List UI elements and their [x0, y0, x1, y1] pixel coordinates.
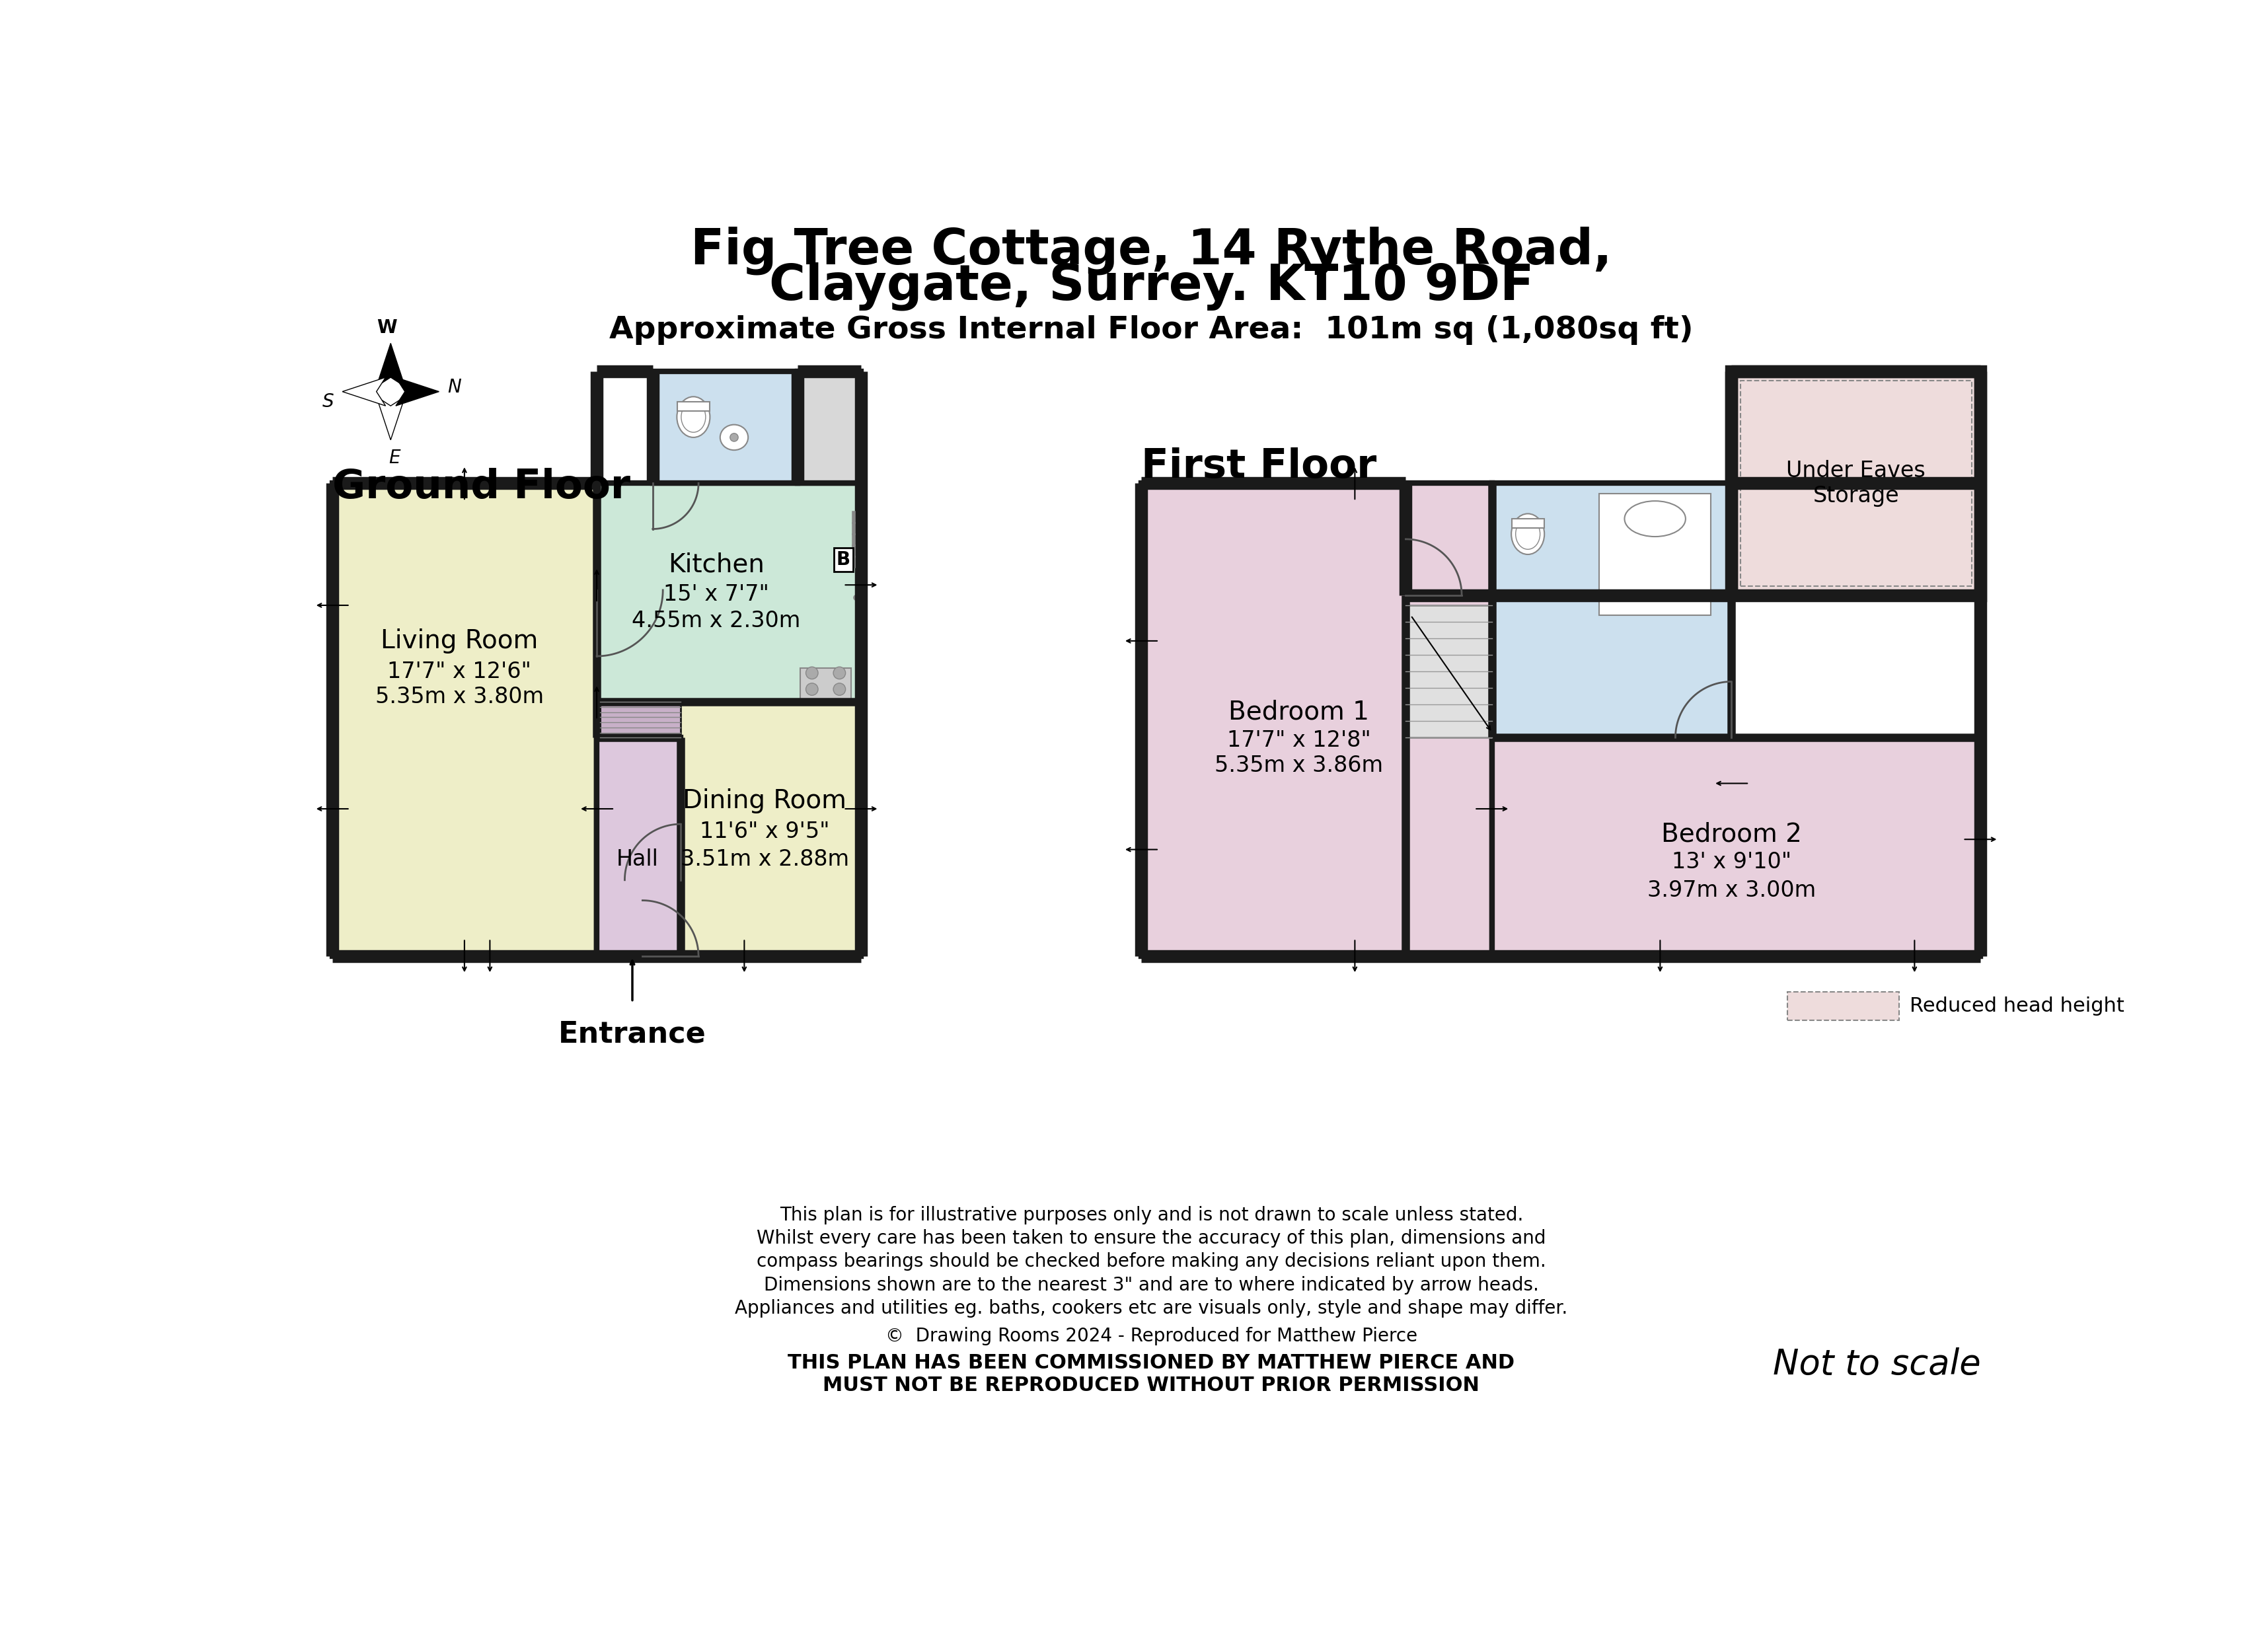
Text: B: B [836, 550, 851, 568]
Text: Dining Room: Dining Room [683, 788, 847, 814]
Bar [1491, 737, 1981, 957]
Text: Living Room: Living Room [380, 628, 539, 654]
Text: 17'7" x 12'8": 17'7" x 12'8" [1226, 729, 1370, 752]
Ellipse shape [721, 425, 748, 449]
Polygon shape [395, 377, 438, 406]
Bar [332, 482, 597, 957]
Text: This plan is for illustrative purposes only and is not drawn to scale unless sta: This plan is for illustrative purposes o… [779, 1206, 1523, 1224]
Bar [1512, 519, 1543, 529]
Ellipse shape [1516, 519, 1541, 550]
Polygon shape [341, 377, 386, 406]
Bar [1141, 482, 1491, 957]
Text: Hall: Hall [615, 849, 658, 871]
Circle shape [853, 595, 860, 601]
Text: 5.35m x 3.86m: 5.35m x 3.86m [1215, 755, 1384, 776]
Text: First Floor: First Floor [1141, 448, 1377, 487]
Bar [797, 372, 860, 482]
Text: Whilst every care has been taken to ensure the accuracy of this plan, dimensions: Whilst every care has been taken to ensu… [757, 1229, 1545, 1247]
Text: 15' x 7'7": 15' x 7'7" [663, 583, 768, 605]
Text: Kitchen: Kitchen [667, 552, 764, 577]
Polygon shape [377, 344, 404, 387]
Bar [597, 737, 681, 957]
Polygon shape [377, 396, 404, 439]
Text: compass bearings should be checked before making any decisions reliant upon them: compass bearings should be checked befor… [757, 1252, 1545, 1270]
Text: Approximate Gross Internal Floor Area:  101m sq (1,080sq ft): Approximate Gross Internal Floor Area: 1… [609, 316, 1693, 345]
Text: 3.51m x 2.88m: 3.51m x 2.88m [681, 849, 849, 871]
Text: Under Eaves
Storage: Under Eaves Storage [1786, 459, 1925, 507]
Text: Dimensions shown are to the nearest 3" and are to where indicated by arrow heads: Dimensions shown are to the nearest 3" a… [764, 1275, 1539, 1295]
Bar [800, 667, 851, 700]
Ellipse shape [681, 401, 705, 433]
Text: S: S [321, 393, 335, 411]
Ellipse shape [1624, 501, 1684, 537]
Ellipse shape [1512, 514, 1545, 555]
Text: Ground Floor: Ground Floor [332, 468, 631, 507]
Text: 13' x 9'10": 13' x 9'10" [1671, 851, 1792, 874]
Text: 3.97m x 3.00m: 3.97m x 3.00m [1646, 879, 1815, 900]
Text: W: W [377, 319, 398, 337]
Bar [600, 702, 681, 737]
Circle shape [833, 667, 844, 679]
Text: 11'6" x 9'5": 11'6" x 9'5" [701, 821, 829, 843]
Bar [1741, 380, 1972, 586]
Text: 4.55m x 2.30m: 4.55m x 2.30m [631, 610, 800, 631]
Bar [1599, 494, 1711, 616]
Text: ©  Drawing Rooms 2024 - Reproduced for Matthew Pierce: © Drawing Rooms 2024 - Reproduced for Ma… [885, 1327, 1417, 1345]
Text: 17'7" x 12'6": 17'7" x 12'6" [386, 661, 532, 682]
Bar [1732, 372, 1981, 595]
Bar [1491, 482, 1732, 737]
Text: Entrance: Entrance [559, 1019, 705, 1049]
Circle shape [806, 684, 818, 695]
Text: MUST NOT BE REPRODUCED WITHOUT PRIOR PERMISSION: MUST NOT BE REPRODUCED WITHOUT PRIOR PER… [822, 1376, 1480, 1394]
Bar [654, 372, 797, 482]
Bar [676, 401, 710, 411]
Text: Claygate, Surrey. KT10 9DF: Claygate, Surrey. KT10 9DF [768, 261, 1534, 311]
Bar [597, 482, 860, 702]
Text: N: N [447, 378, 460, 396]
Text: Not to scale: Not to scale [1772, 1348, 1981, 1381]
Circle shape [833, 684, 844, 695]
Text: Bedroom 2: Bedroom 2 [1662, 821, 1801, 847]
Bar [1406, 605, 1491, 737]
Text: Fig Tree Cottage, 14 Rythe Road,: Fig Tree Cottage, 14 Rythe Road, [690, 226, 1613, 274]
Text: Reduced head height: Reduced head height [1909, 996, 2125, 1016]
Text: Appliances and utilities eg. baths, cookers etc are visuals only, style and shap: Appliances and utilities eg. baths, cook… [734, 1300, 1568, 1318]
Circle shape [730, 433, 739, 441]
Text: E: E [389, 449, 400, 468]
Text: 5.35m x 3.80m: 5.35m x 3.80m [375, 686, 544, 707]
Bar [1788, 991, 1900, 1019]
Text: THIS PLAN HAS BEEN COMMISSIONED BY MATTHEW PIERCE AND: THIS PLAN HAS BEEN COMMISSIONED BY MATTH… [788, 1353, 1514, 1373]
Text: Bedroom 1: Bedroom 1 [1229, 699, 1370, 725]
Circle shape [806, 667, 818, 679]
Ellipse shape [676, 396, 710, 438]
Bar [597, 702, 860, 957]
